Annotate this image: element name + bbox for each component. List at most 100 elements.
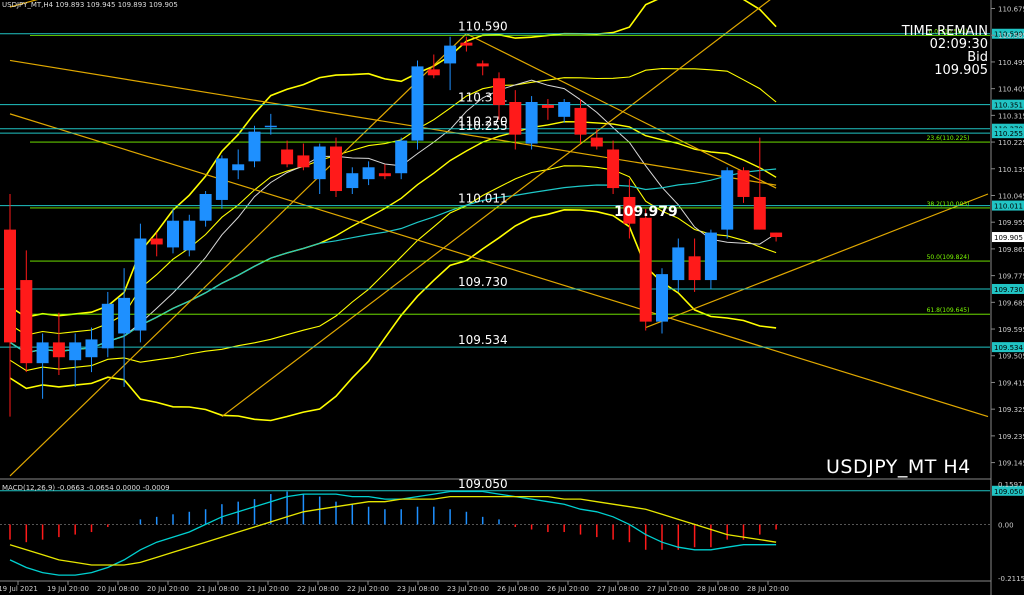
current-price-tag	[992, 232, 1024, 243]
bull-candle	[199, 194, 212, 221]
bull-candle	[362, 167, 375, 180]
price-tick-label: 110.495	[998, 59, 1024, 67]
bear-candle	[688, 256, 701, 281]
price-level-axis-label: 110.590	[994, 31, 1023, 39]
time-tick-label: 21 Jul 20:00	[247, 585, 289, 593]
macd-axis-label: 0.1597	[998, 481, 1023, 489]
time-tick-label: 27 Jul 08:00	[597, 585, 639, 593]
bear-candle	[607, 149, 620, 189]
time-axis: 19 Jul 2021 19 Jul 20:00 20 Jul 08:00 20 Ju…	[0, 581, 789, 593]
bear-candle	[541, 104, 554, 108]
time-tick-label: 21 Jul 08:00	[197, 585, 239, 593]
price-level-axis-label: 110.351	[994, 102, 1023, 110]
bear-candle	[574, 107, 587, 135]
price-level-label: 109.534	[458, 333, 508, 347]
symbol-info: USDJPY_MT,H4 109.893 109.945 109.893 109…	[2, 1, 178, 9]
bull-candle	[264, 125, 277, 128]
bull-candle	[525, 102, 538, 144]
time-remain-label: TIME REMAIN	[901, 24, 988, 39]
price-level-axis-label: 109.050	[994, 488, 1023, 496]
trend-line	[466, 33, 777, 189]
bull-candle	[167, 220, 179, 248]
fib-level-label: 61.8(109.645)	[927, 307, 970, 314]
price-tick-label: 109.235	[998, 433, 1024, 441]
bear-candle	[737, 170, 750, 197]
bull-candle	[85, 339, 98, 358]
trend-line	[9, 113, 989, 418]
price-axis: 110.675 110.585 110.495 110.405 110.315 110.2…	[991, 6, 1024, 468]
price-tick-label: 110.585	[998, 32, 1024, 40]
bull-candle	[721, 170, 734, 230]
price-level-axis-tag	[992, 99, 1024, 110]
bear-candle	[639, 217, 652, 322]
bear-candle	[509, 102, 522, 135]
price-tick-label: 109.595	[998, 326, 1024, 334]
bull-candle	[558, 102, 571, 117]
price-tick-label: 110.045	[998, 192, 1024, 200]
price-level-axis-label: 109.534	[994, 344, 1023, 352]
time-tick-label: 20 Jul 08:00	[97, 585, 139, 593]
bull-candle	[118, 297, 131, 334]
bear-candle	[20, 280, 33, 364]
time-tick-label: 19 Jul 20:00	[47, 585, 89, 593]
macd-panel: 0.1597 0.00 -0.2115	[0, 481, 1024, 583]
price-tick-label: 110.225	[998, 139, 1024, 147]
bull-candle	[134, 238, 147, 331]
trend-line	[9, 59, 777, 186]
bid-value: 109.905	[934, 63, 988, 78]
time-tick-label: 19 Jul 2021	[0, 585, 38, 593]
time-tick-label: 22 Jul 08:00	[297, 585, 339, 593]
bull-candle	[232, 164, 245, 171]
time-tick-label: 20 Jul 20:00	[147, 585, 189, 593]
bull-candle	[183, 220, 196, 251]
bull-candle	[411, 66, 424, 141]
price-tick-label: 110.315	[998, 112, 1024, 120]
macd-axis-label: 0.00	[998, 521, 1014, 529]
bid-label: Bid	[967, 50, 988, 65]
bull-candle	[395, 140, 408, 174]
price-level-label: 109.730	[458, 275, 508, 289]
bull-candle	[444, 45, 457, 64]
bull-candle	[215, 158, 228, 200]
bear-candle	[4, 229, 16, 343]
fibonacci-levels: 0.0(110.584) 23.6(110.225) 38.2(110.003) 50…	[30, 29, 990, 315]
macd-axis-label: -0.2115	[998, 575, 1024, 583]
price-tick-label: 109.685	[998, 299, 1024, 307]
price-level-axis-tag	[992, 200, 1024, 211]
macd-line	[9, 490, 777, 576]
price-level-axis-tag	[992, 128, 1024, 139]
bear-candle	[623, 196, 636, 224]
bear-candle	[476, 63, 489, 67]
price-tick-label: 109.145	[998, 460, 1024, 468]
bear-candle	[460, 42, 473, 46]
macd-signal-line	[9, 495, 777, 566]
symbol-watermark: USDJPY_MT H4	[826, 456, 971, 478]
price-level-axis-tag	[992, 28, 1024, 39]
bear-candle	[281, 149, 294, 165]
current-price-label: 109.905	[994, 234, 1023, 242]
fib-level-label: 0.0(110.584)	[928, 29, 967, 36]
time-tick-label: 26 Jul 20:00	[547, 585, 589, 593]
time-tick-label: 28 Jul 20:00	[747, 585, 789, 593]
price-level-label: 110.011	[458, 192, 508, 206]
bear-candle	[590, 137, 603, 147]
trend-line	[9, 33, 467, 477]
price-level-label: 110.255	[458, 119, 508, 133]
bear-candle	[378, 173, 391, 177]
bear-candle	[52, 342, 65, 358]
fib-level-label: 50.0(109.824)	[927, 254, 970, 261]
price-tick-label: 110.405	[998, 86, 1024, 94]
bear-candle	[493, 78, 505, 105]
bear-candle	[297, 155, 310, 168]
price-tick-label: 109.505	[998, 353, 1024, 361]
price-level-label: 109.050	[458, 477, 508, 491]
time-remain-value: 02:09:30	[929, 37, 988, 52]
price-tick-label: 109.415	[998, 379, 1024, 387]
time-tick-label: 26 Jul 08:00	[497, 585, 539, 593]
price-level-label: 110.590	[458, 20, 508, 34]
bull-candle	[69, 342, 82, 361]
time-tick-label: 28 Jul 08:00	[697, 585, 739, 593]
time-tick-label: 23 Jul 20:00	[447, 585, 489, 593]
bear-candle	[330, 146, 342, 192]
